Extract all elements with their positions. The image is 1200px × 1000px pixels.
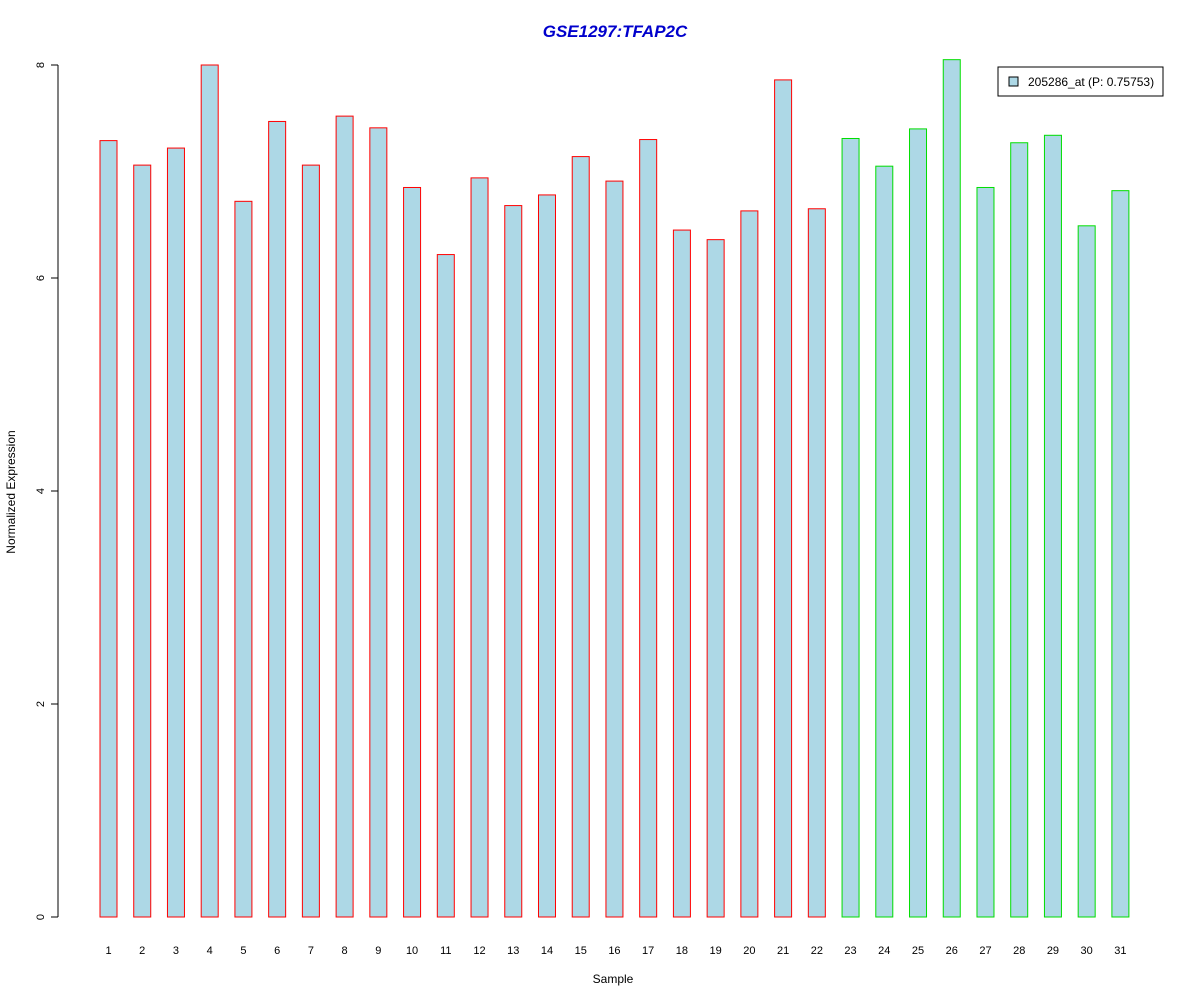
y-axis: 0 2 4 6 8 [35,62,59,920]
bar [403,186,422,918]
bar [470,177,489,918]
legend-box [997,66,1164,97]
bar [268,120,287,918]
x-tick-label: 10 [406,945,418,957]
x-tick-label: 13 [507,945,519,957]
x-tick-label: 23 [844,945,856,957]
bar [200,64,219,918]
x-axis-label: Sample [593,972,634,986]
legend: 205286_at (P: 0.75753) [997,66,1164,97]
x-tick-label: 1 [105,945,111,957]
x-tick-label: 9 [375,945,381,957]
bar [537,194,556,918]
x-tick-label: 15 [575,945,587,957]
bar [639,139,658,918]
x-tick-label: 22 [811,945,823,957]
y-tick-label: 0 [35,914,47,920]
bar [605,180,624,918]
bars-group [99,59,1130,918]
bar [504,205,523,918]
bar [166,147,185,918]
x-tick-label: 19 [710,945,722,957]
bar [740,210,759,918]
bar [875,165,894,918]
y-tick-label: 8 [35,62,47,68]
x-tick-label: 4 [207,945,213,957]
x-tick-label: 29 [1047,945,1059,957]
legend-label: 205286_at (P: 0.75753) [1028,75,1154,89]
x-tick-label: 11 [440,945,451,957]
chart-title: GSE1297:TFAP2C [543,22,688,41]
bar [1010,142,1029,918]
bar [436,254,455,918]
x-tick-label: 3 [173,945,179,957]
bar [1043,134,1062,918]
y-tick-label: 2 [35,701,47,707]
x-tick-label: 27 [979,945,991,957]
bar [1077,225,1096,918]
y-tick-label: 6 [35,275,47,281]
y-tick-label: 4 [35,488,47,494]
bar [571,156,590,918]
bar [774,79,793,918]
x-tick-label: 21 [777,945,789,957]
bar [99,140,118,918]
x-tick-label: 31 [1114,945,1126,957]
x-tick-label: 24 [878,945,890,957]
bar [672,229,691,918]
x-tick-label: 5 [240,945,246,957]
x-tick-label: 8 [342,945,348,957]
y-axis-label: Normalized Expression [4,430,18,553]
bar [976,186,995,918]
bar [234,200,253,918]
bar [335,115,354,918]
bar [807,208,826,918]
x-tick-label: 7 [308,945,314,957]
bar [369,127,388,918]
x-tick-label: 14 [541,945,553,957]
x-tick-label: 28 [1013,945,1025,957]
x-tick-label: 25 [912,945,924,957]
bar [1111,190,1130,918]
legend-swatch [1008,76,1019,87]
bar [301,164,320,918]
bar [841,137,860,918]
x-tick-label: 12 [473,945,485,957]
x-tick-label: 18 [676,945,688,957]
x-tick-label: 26 [946,945,958,957]
x-tick-label: 6 [274,945,280,957]
bar [706,239,725,918]
bar [133,164,152,918]
x-tick-labels: 1 2 3 4 5 6 7 8 9 10 11 12 13 14 15 16 17 18 19 20 21 22 23 24 2… [105,945,1126,957]
bar [942,59,961,918]
x-tick-label: 2 [139,945,145,957]
x-tick-label: 20 [743,945,755,957]
bar [909,128,928,918]
x-tick-label: 17 [642,945,654,957]
x-tick-label: 30 [1081,945,1093,957]
x-tick-label: 16 [608,945,620,957]
